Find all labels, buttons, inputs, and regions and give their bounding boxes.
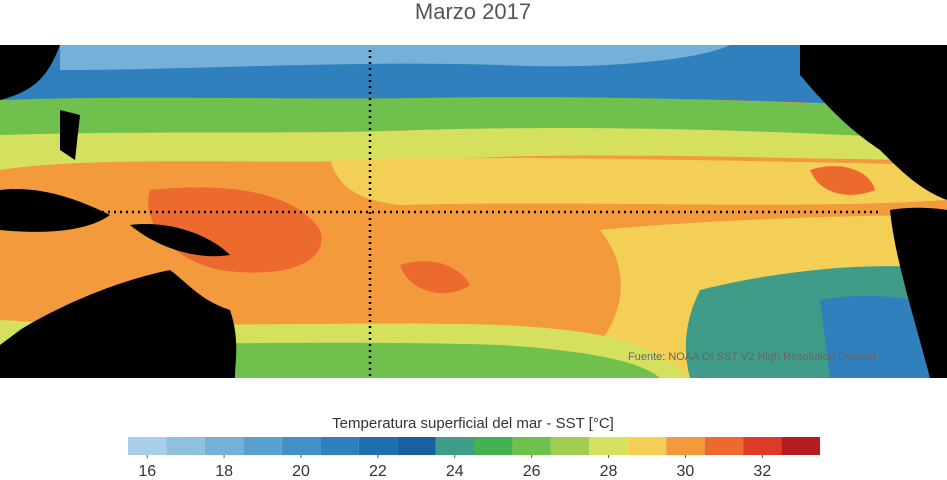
colorbar-bin [666, 437, 705, 455]
warm-spot [400, 261, 470, 294]
new-guinea [130, 224, 230, 257]
colorbar-bin [704, 437, 744, 455]
colorbar-bin [743, 437, 782, 455]
colorbar-bin [435, 437, 474, 455]
indonesia [0, 189, 110, 232]
colorbar-bin [781, 437, 820, 455]
warm-band [330, 157, 947, 205]
colorbar-bin [128, 437, 167, 455]
colorbar-tick-label: 32 [753, 463, 771, 480]
colorbar: 16 18 20 22 24 26 28 30 32 [128, 437, 820, 480]
colorbar-tick-label: 24 [446, 463, 464, 480]
colorbar-bin [166, 437, 205, 455]
colorbar-bin [397, 437, 436, 455]
colorbar-bin [550, 437, 590, 455]
land [0, 45, 947, 378]
colorbar-bin [627, 437, 667, 455]
green-band [0, 97, 947, 140]
australia [0, 270, 237, 378]
colorbar-tick-label: 18 [215, 463, 233, 480]
colorbar-tick-label: 16 [138, 463, 156, 480]
colorbar-bin [243, 437, 282, 455]
colorbar-label: Temperatura superficial del mar - SST [°… [332, 415, 614, 432]
colorbar-bin [320, 437, 359, 455]
yellow-band [0, 128, 947, 170]
colorbar-bin [589, 437, 628, 455]
warm-spot-east [810, 166, 875, 195]
philippines [60, 110, 80, 160]
colder-north [60, 45, 730, 70]
colorbar-tick-label: 20 [292, 463, 310, 480]
colorbar-tick-label: 22 [369, 463, 387, 480]
colorbar-bin [358, 437, 398, 455]
colorbar-bin [512, 437, 551, 455]
title: Marzo 2017 [415, 0, 531, 24]
colorbar-tick-label: 26 [523, 463, 541, 480]
colorbar-bin [281, 437, 321, 455]
central-america [800, 45, 947, 200]
asia [0, 45, 60, 100]
sst-map: Fuente: NOAA OI SST V2 High Resolution D… [0, 45, 947, 378]
colorbar-bin [474, 437, 513, 455]
colorbar-tick-label: 28 [600, 463, 618, 480]
colorbar-tick-label: 30 [677, 463, 695, 480]
south-america [890, 207, 947, 378]
colorbar-bin [204, 437, 244, 455]
source-note: Fuente: NOAA OI SST V2 High Resolution D… [628, 351, 876, 363]
